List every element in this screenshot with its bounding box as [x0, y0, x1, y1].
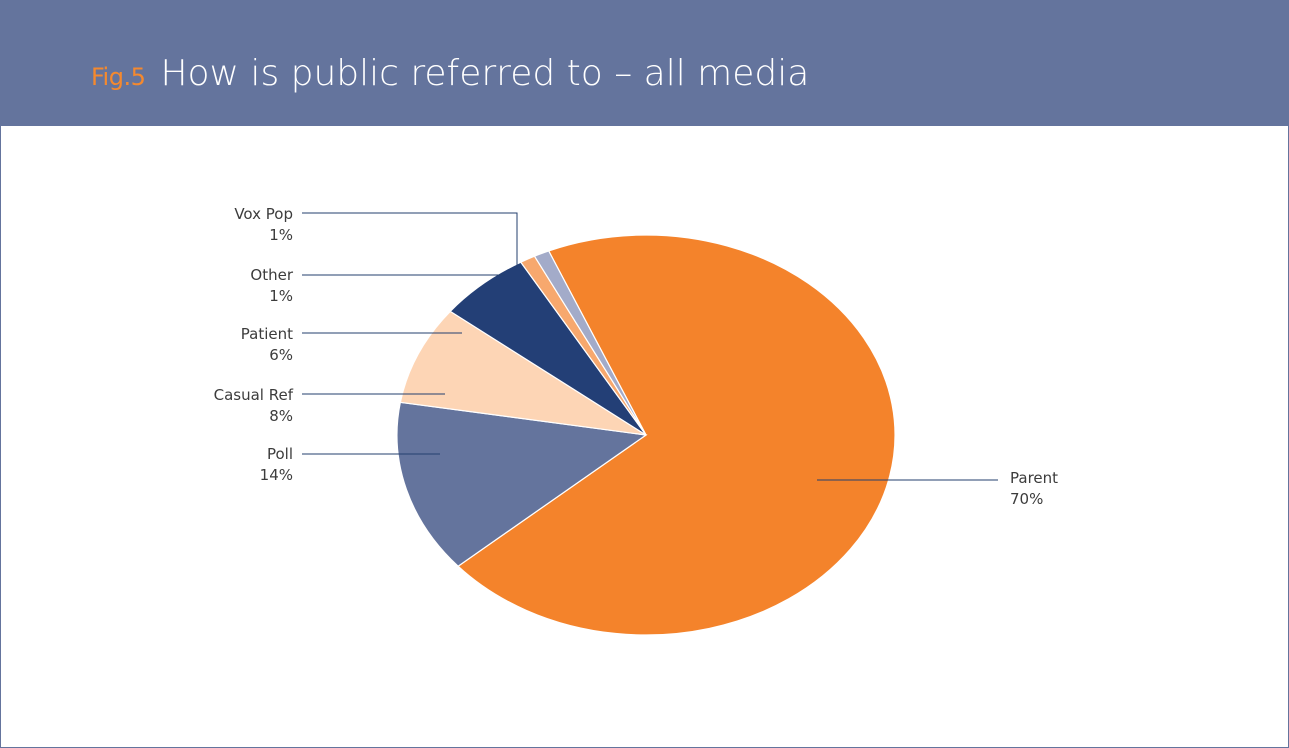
slice-label-poll: Poll [267, 445, 293, 463]
slice-value-poll: 14% [260, 466, 293, 484]
slice-label-casual-ref: Casual Ref [214, 386, 294, 404]
pie-slice-vox-pop [533, 250, 647, 436]
pie-slice-casual-ref [399, 310, 647, 436]
slice-value-other: 1% [269, 287, 293, 305]
slice-value-patient: 6% [269, 346, 293, 364]
slice-value-vox-pop: 1% [269, 226, 293, 244]
slice-value-parent: 70% [1010, 490, 1043, 508]
slice-label-other: Other [250, 266, 293, 284]
chart-title: How is public referred to – all media [160, 53, 810, 94]
pie-slices [396, 234, 896, 636]
pie-labels: Parent 70% Poll 14% Casual Ref 8% Patient 6% Oth… [214, 205, 1059, 508]
title-row: Fig.5 How is public referred to – all me… [91, 53, 809, 94]
leader-line-vox-pop [302, 212, 518, 268]
slice-label-patient: Patient [241, 325, 293, 343]
figure-number: Fig.5 [91, 63, 146, 91]
figure-header: Fig.5 How is public referred to – all me… [1, 1, 1288, 126]
slice-label-parent: Parent [1010, 469, 1058, 487]
slice-value-casual-ref: 8% [269, 407, 293, 425]
pie-slice-poll [396, 401, 648, 567]
slice-label-vox-pop: Vox Pop [234, 205, 293, 223]
